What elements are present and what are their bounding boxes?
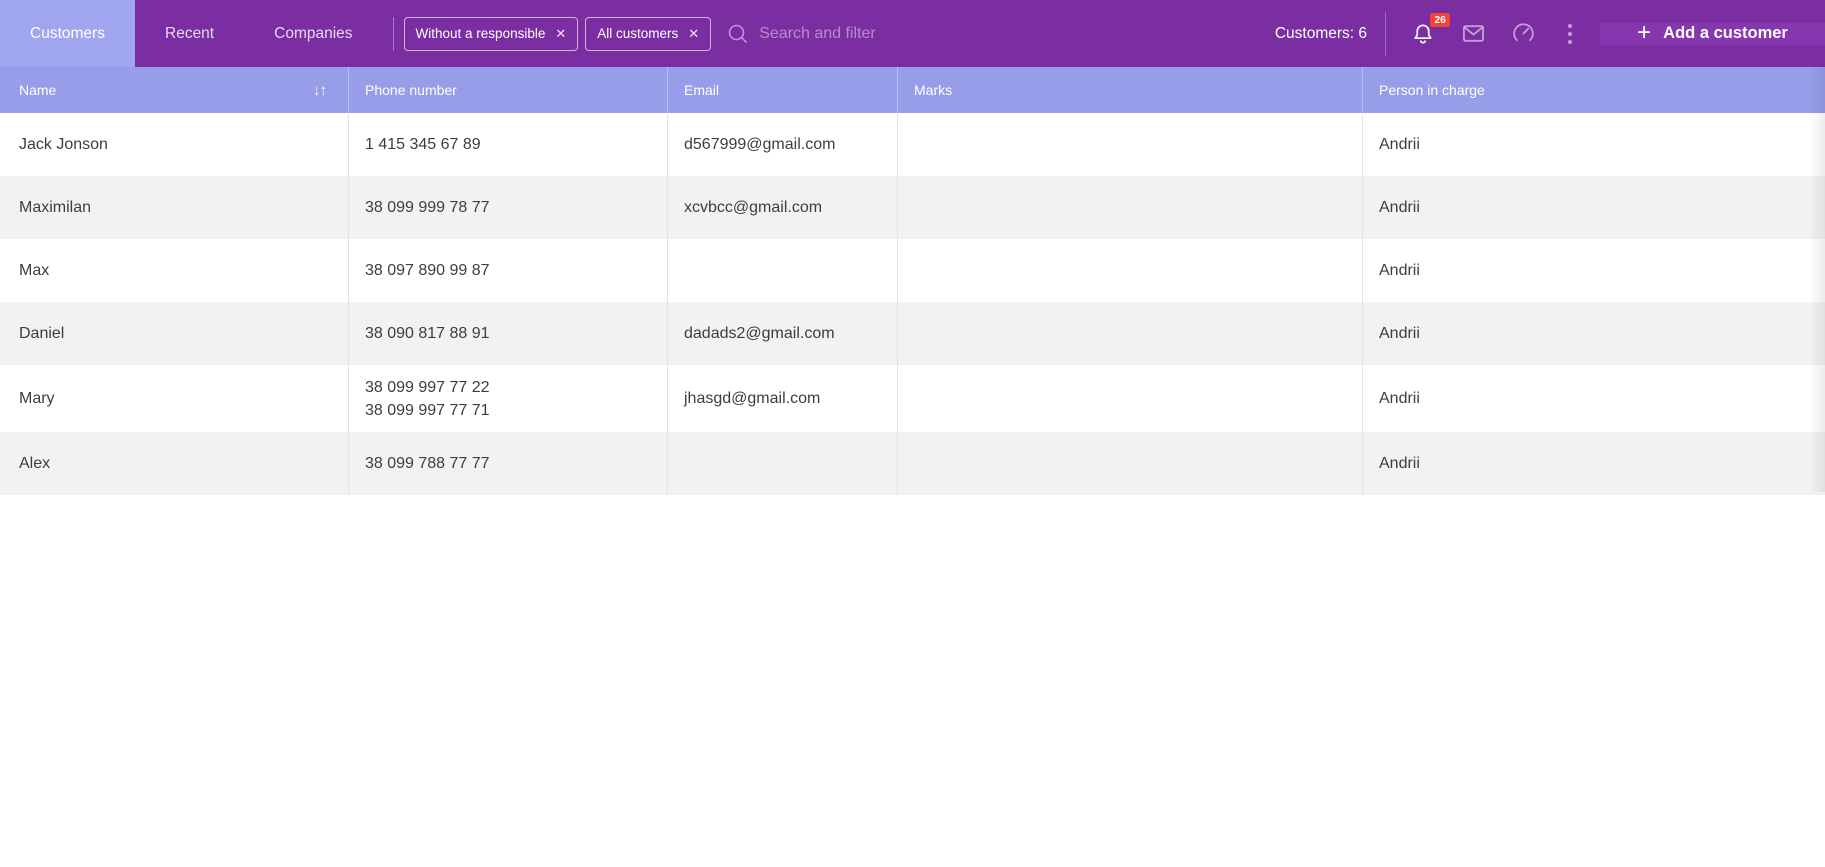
cell-email: jhasgd@gmail.com [667, 365, 897, 432]
column-header-label: Marks [914, 82, 953, 98]
close-icon[interactable]: ✕ [688, 26, 700, 41]
bell-icon [1410, 21, 1436, 47]
notifications-button[interactable]: 26 [1408, 12, 1450, 49]
cell-person: Andrii [1362, 239, 1825, 302]
cell-person: Andrii [1362, 365, 1825, 432]
table-row[interactable]: Alex 38 099 788 77 77 Andrii [0, 432, 1825, 495]
filter-chip-label: Without a responsible [415, 26, 546, 41]
cell-email [667, 432, 897, 495]
more-menu-button[interactable] [1562, 18, 1578, 50]
table-header: Name ↓↑ Phone number Email Marks Person … [0, 67, 1825, 113]
table-row[interactable]: Max 38 097 890 99 87 Andrii [0, 239, 1825, 302]
sort-icon[interactable]: ↓↑ [313, 81, 327, 99]
gauge-button[interactable] [1508, 19, 1538, 49]
search-box [727, 0, 1060, 67]
topbar-divider [392, 16, 394, 51]
column-header-person: Person in charge [1362, 67, 1825, 113]
customers-count: Customers: 6 [1274, 24, 1367, 42]
speedometer-icon [1510, 20, 1537, 47]
cell-person: Andrii [1362, 432, 1825, 495]
cell-phone: 38 099 999 78 77 [348, 176, 667, 239]
plus-icon: + [1637, 18, 1652, 46]
column-header-label: Person in charge [1379, 82, 1485, 98]
cell-email: dadads2@gmail.com [667, 302, 897, 365]
add-customer-button[interactable]: + Add a customer [1600, 18, 1825, 46]
cell-phone: 38 090 817 88 91 [348, 302, 667, 365]
topbar-right-group: Customers: 6 26 [1275, 0, 1825, 67]
cell-marks [897, 113, 1362, 176]
tab-recent[interactable]: Recent [165, 24, 215, 42]
filter-chip-label: All customers [597, 26, 679, 41]
customers-table-body: Jack Jonson 1 415 345 67 89 d567999@gmai… [0, 113, 1825, 495]
tab-companies[interactable]: Companies [274, 24, 353, 42]
cell-marks [897, 239, 1362, 302]
cell-name: Max [19, 262, 50, 279]
cell-name: Mary [19, 390, 55, 407]
table-row[interactable]: Maximilan 38 099 999 78 77 xcvbcc@gmail.… [0, 176, 1825, 239]
envelope-icon [1460, 20, 1487, 47]
cell-phone: 38 099 788 77 77 [348, 432, 667, 495]
cell-phone: 38 099 997 77 22 38 099 997 77 71 [348, 365, 667, 432]
filter-chip-without-responsible[interactable]: Without a responsible ✕ [403, 16, 579, 51]
cell-name: Alex [19, 455, 51, 472]
table-row[interactable]: Daniel 38 090 817 88 91 dadads2@gmail.co… [0, 302, 1825, 365]
cell-person: Andrii [1362, 113, 1825, 176]
search-icon [727, 23, 749, 45]
column-header-name[interactable]: Name ↓↑ [0, 67, 348, 113]
table-row[interactable]: Jack Jonson 1 415 345 67 89 d567999@gmai… [0, 113, 1825, 176]
notification-badge: 26 [1430, 12, 1450, 27]
cell-name: Maximilan [19, 199, 92, 216]
cell-marks [897, 432, 1362, 495]
column-header-email: Email [667, 67, 897, 113]
cell-person: Andrii [1362, 302, 1825, 365]
cell-phone: 38 097 890 99 87 [348, 239, 667, 302]
column-header-label: Name [19, 82, 57, 98]
tab-customers[interactable]: Customers [0, 0, 135, 67]
column-header-marks: Marks [897, 67, 1362, 113]
cell-marks [897, 365, 1362, 432]
cell-person: Andrii [1362, 176, 1825, 239]
cell-phone: 1 415 345 67 89 [348, 113, 667, 176]
cell-email: d567999@gmail.com [667, 113, 897, 176]
mail-button[interactable] [1458, 19, 1488, 49]
filter-chip-all-customers[interactable]: All customers ✕ [585, 16, 712, 51]
cell-name: Daniel [19, 325, 65, 342]
topbar-divider [1385, 11, 1386, 56]
cell-email: xcvbcc@gmail.com [667, 176, 897, 239]
column-header-label: Phone number [365, 82, 457, 98]
filter-chips: Without a responsible ✕ All customers ✕ [403, 0, 712, 67]
search-input[interactable] [759, 24, 1060, 43]
close-icon[interactable]: ✕ [555, 26, 567, 41]
cell-email [667, 239, 897, 302]
cell-marks [897, 302, 1362, 365]
cell-marks [897, 176, 1362, 239]
column-header-phone: Phone number [348, 67, 667, 113]
column-header-label: Email [684, 82, 720, 98]
top-bar: Customers Recent Companies Without a res… [0, 0, 1825, 67]
add-customer-label: Add a customer [1663, 24, 1788, 42]
table-row[interactable]: Mary 38 099 997 77 22 38 099 997 77 71 j… [0, 365, 1825, 432]
cell-name: Jack Jonson [19, 136, 108, 153]
